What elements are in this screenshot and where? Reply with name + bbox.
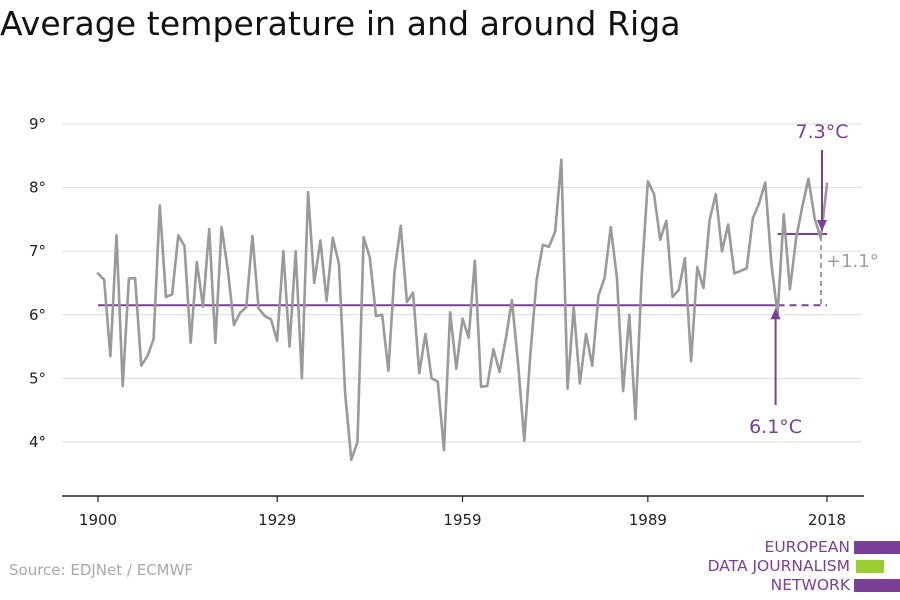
- series-layer: [96, 158, 829, 462]
- annotation-baseline-mean: 6.1°C: [749, 416, 802, 438]
- y-tick-label: 6°: [29, 306, 46, 324]
- annotation-recent-mean: 7.3°C: [796, 121, 849, 143]
- x-tick-label: 1929: [258, 511, 296, 529]
- edjnet-logo: EUROPEAN DATA JOURNALISM NETWORK: [700, 538, 900, 596]
- y-tick-label: 9°: [29, 115, 46, 133]
- x-axis: 1900 1929 1959 1989 2018: [62, 495, 864, 529]
- logo-text-line-2: DATA JOURNALISM: [707, 557, 850, 575]
- grid-lines: [62, 123, 862, 443]
- annotation-difference: +1.1°: [826, 251, 879, 272]
- logo-text-line-3: NETWORK: [770, 576, 850, 594]
- logo-bar-purple-top: [854, 541, 900, 554]
- arrow-recent-head: [817, 220, 827, 232]
- y-tick-label: 8°: [29, 179, 46, 197]
- y-axis-labels: 4° 5° 6° 7° 8° 9°: [29, 115, 46, 451]
- x-tick-label: 1989: [629, 511, 667, 529]
- y-tick-label: 5°: [29, 369, 46, 387]
- annotations: 7.3°C 6.1°C +1.1°: [749, 121, 879, 438]
- logo-bar-purple-bottom: [854, 579, 900, 592]
- x-tick-label: 2018: [808, 511, 846, 529]
- source-note: Source: EDJNet / ECMWF: [9, 561, 194, 579]
- logo-bar-green: [856, 560, 884, 573]
- chart-title: Average temperature in and around Riga: [0, 4, 681, 43]
- logo-text-line-1: EUROPEAN: [764, 538, 850, 556]
- x-tick-label: 1900: [79, 511, 117, 529]
- x-tick-label: 1959: [443, 511, 481, 529]
- y-tick-label: 7°: [29, 242, 46, 260]
- temperature-series-line: [96, 158, 829, 462]
- arrow-baseline-head: [770, 308, 781, 320]
- y-tick-label: 4°: [29, 433, 46, 451]
